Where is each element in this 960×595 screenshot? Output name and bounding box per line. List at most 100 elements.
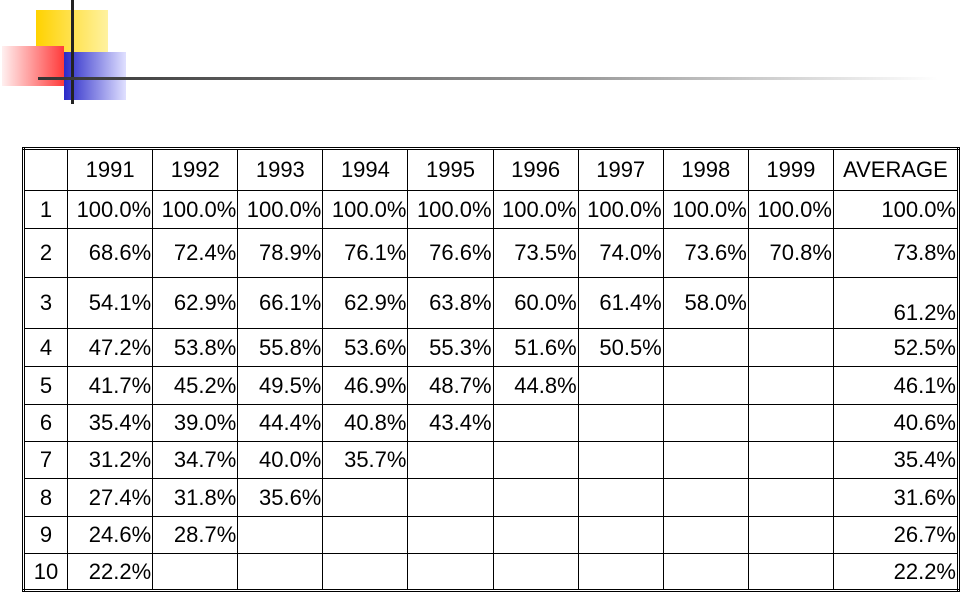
value-cell: 44.4%	[237, 404, 324, 442]
average-cell: 52.5%	[832, 328, 960, 367]
average-cell: 46.1%	[832, 366, 960, 405]
value-cell: 60.0%	[492, 277, 579, 329]
empty-cell	[237, 516, 324, 554]
header-cell: 1998	[662, 148, 749, 191]
value-cell: 62.9%	[322, 277, 409, 329]
empty-cell	[407, 441, 494, 479]
header-cell: 1994	[322, 148, 409, 191]
value-cell: 72.4%	[152, 228, 239, 278]
empty-cell	[322, 553, 409, 591]
value-cell: 34.7%	[152, 441, 239, 479]
empty-cell	[747, 328, 834, 367]
value-cell: 31.8%	[152, 478, 239, 517]
empty-cell	[662, 441, 749, 479]
value-cell: 70.8%	[747, 228, 834, 278]
empty-cell	[747, 277, 834, 329]
value-cell: 100.0%	[322, 190, 409, 229]
empty-cell	[492, 553, 579, 591]
row-label: 6	[22, 404, 69, 442]
value-cell: 28.7%	[152, 516, 239, 554]
empty-cell	[662, 478, 749, 517]
value-cell: 68.6%	[67, 228, 154, 278]
value-cell: 100.0%	[577, 190, 664, 229]
empty-cell	[237, 553, 324, 591]
value-cell: 48.7%	[407, 366, 494, 405]
slide-decoration	[2, 0, 938, 104]
empty-cell	[662, 553, 749, 591]
empty-cell	[407, 478, 494, 517]
empty-cell	[662, 516, 749, 554]
empty-cell	[747, 404, 834, 442]
row-label: 3	[22, 277, 69, 329]
data-row: 7 31.2% 34.7% 40.0% 35.7% 35.4%	[22, 441, 960, 479]
header-row: 1991 1992 1993 1994 1995 1996 1997 1998 1999 AVER…	[22, 148, 960, 191]
value-cell: 58.0%	[662, 277, 749, 329]
empty-cell	[322, 516, 409, 554]
value-cell: 76.1%	[322, 228, 409, 278]
value-cell: 53.6%	[322, 328, 409, 367]
row-label: 5	[22, 366, 69, 405]
value-cell: 62.9%	[152, 277, 239, 329]
value-cell: 61.4%	[577, 277, 664, 329]
value-cell: 50.5%	[577, 328, 664, 367]
empty-cell	[492, 478, 579, 517]
empty-cell	[577, 516, 664, 554]
value-cell: 27.4%	[67, 478, 154, 517]
value-cell: 22.2%	[67, 553, 154, 591]
value-cell: 74.0%	[577, 228, 664, 278]
empty-cell	[492, 441, 579, 479]
average-cell: 22.2%	[832, 553, 960, 591]
data-row: 2 68.6% 72.4% 78.9% 76.1% 76.6% 73.5% 74.0% 73.6…	[22, 228, 960, 278]
value-cell: 53.8%	[152, 328, 239, 367]
header-cell: 1993	[237, 148, 324, 191]
empty-cell	[407, 516, 494, 554]
empty-cell	[747, 366, 834, 405]
empty-cell	[747, 478, 834, 517]
value-cell: 100.0%	[492, 190, 579, 229]
corner-cell	[22, 148, 69, 191]
value-cell: 35.7%	[322, 441, 409, 479]
value-cell: 41.7%	[67, 366, 154, 405]
data-row: 9 24.6% 28.7% 26.7%	[22, 516, 960, 554]
vertical-rule	[71, 0, 74, 104]
data-row: 6 35.4% 39.0% 44.4% 40.8% 43.4% 40.6%	[22, 404, 960, 442]
value-cell: 43.4%	[407, 404, 494, 442]
average-cell: 73.8%	[832, 228, 960, 278]
empty-cell	[747, 441, 834, 479]
value-cell: 46.9%	[322, 366, 409, 405]
row-label: 10	[22, 553, 69, 591]
value-cell: 100.0%	[407, 190, 494, 229]
empty-cell	[577, 553, 664, 591]
value-cell: 45.2%	[152, 366, 239, 405]
value-cell: 66.1%	[237, 277, 324, 329]
empty-cell	[662, 404, 749, 442]
value-cell: 55.3%	[407, 328, 494, 367]
value-cell: 100.0%	[237, 190, 324, 229]
value-cell: 100.0%	[662, 190, 749, 229]
empty-cell	[492, 516, 579, 554]
empty-cell	[577, 366, 664, 405]
average-cell: 31.6%	[832, 478, 960, 517]
empty-cell	[577, 441, 664, 479]
data-row: 8 27.4% 31.8% 35.6% 31.6%	[22, 478, 960, 517]
header-cell: 1995	[407, 148, 494, 191]
data-row: 10 22.2% 22.2%	[22, 553, 960, 591]
data-row: 1 100.0% 100.0% 100.0% 100.0% 100.0% 100.0% 100…	[22, 190, 960, 229]
value-cell: 76.6%	[407, 228, 494, 278]
value-cell: 51.6%	[492, 328, 579, 367]
empty-cell	[152, 553, 239, 591]
row-label: 4	[22, 328, 69, 367]
value-cell: 100.0%	[67, 190, 154, 229]
value-cell: 78.9%	[237, 228, 324, 278]
data-row: 5 41.7% 45.2% 49.5% 46.9% 48.7% 44.8% 46.1%	[22, 366, 960, 405]
horizontal-rule	[38, 77, 938, 80]
header-cell: 1996	[492, 148, 579, 191]
value-cell: 100.0%	[747, 190, 834, 229]
value-cell: 35.6%	[237, 478, 324, 517]
average-cell: 61.2%	[832, 277, 960, 329]
empty-cell	[492, 404, 579, 442]
empty-cell	[662, 328, 749, 367]
average-cell: 35.4%	[832, 441, 960, 479]
header-cell: AVERAGE	[832, 148, 960, 191]
